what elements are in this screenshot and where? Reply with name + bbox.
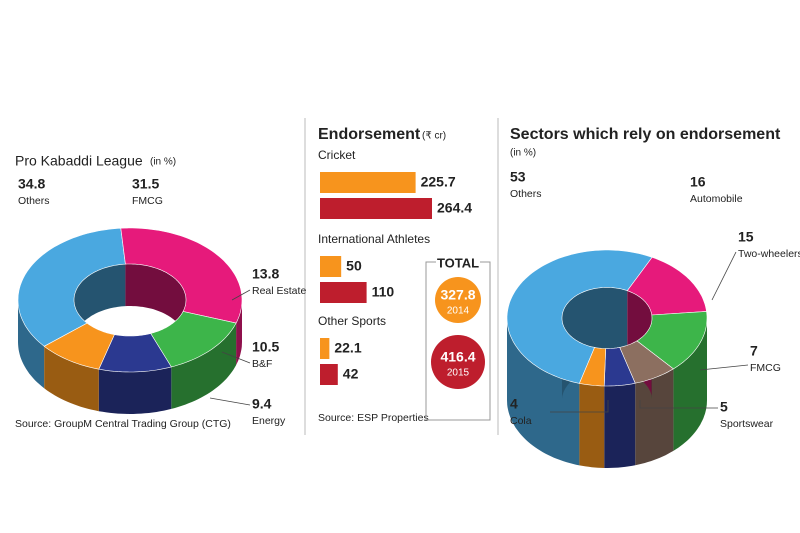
- category-label: FMCG: [750, 362, 781, 374]
- leader-line: [711, 251, 737, 301]
- total-label: TOTAL: [437, 255, 479, 270]
- bar: [320, 256, 342, 277]
- value-label: 4: [510, 396, 518, 412]
- slice-side: [673, 318, 707, 451]
- leader-line: [550, 400, 609, 413]
- leader-line: [699, 364, 749, 371]
- bar: [320, 198, 432, 219]
- legend-label: 2014: [447, 306, 470, 317]
- slice: [43, 322, 115, 370]
- chart-title: Sectors which rely on endorsement: [510, 126, 781, 143]
- value-label: 264.4: [437, 200, 472, 216]
- total-value: 416.4: [440, 349, 475, 365]
- category-label: Real Estate: [252, 285, 306, 297]
- category-label: Cola: [510, 415, 532, 427]
- bar: [320, 172, 416, 193]
- bar: [320, 338, 330, 359]
- slice: [578, 347, 607, 387]
- category-label: Sportswear: [720, 418, 774, 430]
- category-label: Cricket: [318, 148, 356, 162]
- bar: [320, 364, 338, 385]
- leader-line: [209, 397, 251, 406]
- value-label: 16: [690, 174, 706, 190]
- value-label: 34.8: [18, 176, 45, 192]
- chart-unit: (in %): [150, 157, 176, 168]
- category-label: Others: [510, 188, 542, 200]
- slice-side: [98, 366, 172, 414]
- slice-side: [171, 323, 237, 409]
- category-label: FMCG: [132, 195, 163, 207]
- value-label: 53: [510, 169, 526, 185]
- bar: [320, 282, 367, 303]
- value-label: 50: [346, 258, 362, 274]
- leader-line: [221, 351, 251, 364]
- slice-inner-side: [74, 264, 126, 342]
- chart-title: Pro Kabaddi League: [15, 153, 143, 169]
- total-label-bg: [436, 256, 480, 270]
- slice-side: [507, 318, 580, 466]
- slice-inner-side: [125, 264, 186, 342]
- slice-side: [236, 300, 242, 366]
- value-label: 15: [738, 229, 754, 245]
- total-value: 327.8: [440, 287, 475, 303]
- donut: [506, 249, 708, 468]
- total-circle: [435, 277, 481, 323]
- value-label: 225.7: [421, 174, 456, 190]
- category-label: Automobile: [690, 193, 743, 205]
- total-circle: [431, 335, 485, 389]
- chart-unit: (in %): [510, 148, 536, 159]
- leader-line: [231, 289, 251, 301]
- slice-side: [579, 383, 605, 468]
- category-label: International Athletes: [318, 232, 430, 246]
- value-label: 31.5: [132, 176, 159, 192]
- slice-side: [18, 300, 45, 389]
- donut: [17, 227, 243, 414]
- leader-line: [639, 400, 718, 409]
- source: Source: ESP Properties: [318, 412, 429, 424]
- slice-side: [635, 368, 674, 466]
- value-label: 22.1: [334, 340, 361, 356]
- source: Source: GroupM Central Trading Group (CT…: [15, 418, 231, 430]
- value-label: 9.4: [252, 396, 272, 412]
- value-label: 5: [720, 399, 728, 415]
- value-label: 10.5: [252, 339, 279, 355]
- chart-unit: (₹ cr): [422, 131, 446, 142]
- value-label: 110: [372, 284, 395, 300]
- category-label: Others: [18, 195, 50, 207]
- category-label: Energy: [252, 415, 286, 427]
- slice-side: [604, 383, 636, 468]
- chart-title: Endorsement: [318, 126, 421, 143]
- category-label: Two-wheelers: [738, 248, 800, 260]
- slice-side: [44, 346, 99, 412]
- value-label: 13.8: [252, 266, 279, 282]
- category-label: Other Sports: [318, 314, 386, 328]
- value-label: 42: [343, 366, 359, 382]
- category-label: B&F: [252, 358, 272, 370]
- value-label: 7: [750, 343, 758, 359]
- legend-label: 2015: [447, 368, 470, 379]
